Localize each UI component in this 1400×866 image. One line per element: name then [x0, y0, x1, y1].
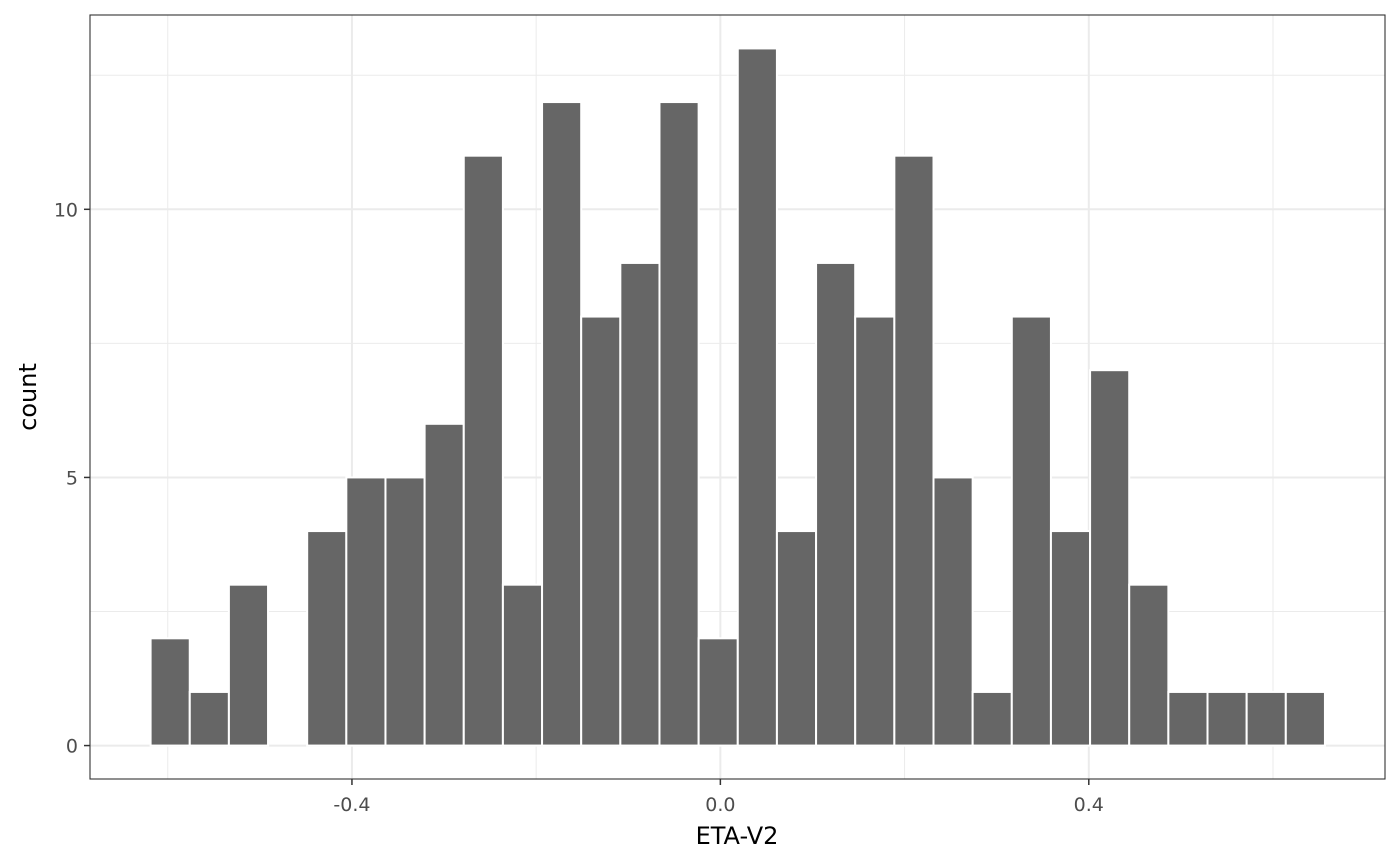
histogram-bar: [1167, 690, 1209, 747]
histogram-bar: [893, 154, 935, 747]
y-tick-label: 0: [66, 736, 78, 758]
histogram-bar: [306, 530, 348, 747]
histogram-bar: [1206, 690, 1248, 747]
panel-border: [89, 14, 1386, 780]
histogram-bar: [345, 476, 387, 747]
x-tick-label: -0.4: [333, 794, 370, 816]
x-axis-ticks: -0.4 0.0 0.4: [333, 779, 1104, 816]
histogram-bar: [423, 422, 465, 747]
y-axis-ticks: 0 5 10: [54, 199, 90, 758]
histogram-bar: [1128, 583, 1170, 747]
histogram-bar: [854, 315, 896, 747]
histogram-bar: [384, 476, 426, 747]
y-tick-label: 10: [54, 199, 78, 221]
x-tick-label: 0.4: [1074, 794, 1104, 816]
histogram-bar: [1089, 369, 1131, 747]
histogram-bar: [1049, 530, 1092, 747]
histogram-bar: [149, 637, 191, 747]
histogram-bar: [1245, 690, 1287, 747]
histogram-bar: [775, 530, 818, 747]
x-axis-title: ETA-V2: [696, 822, 779, 850]
histogram-bar: [697, 637, 739, 747]
histogram-bar: [815, 261, 857, 747]
histogram-bar: [541, 101, 583, 747]
x-tick-label: 0.0: [705, 794, 735, 816]
y-axis-title: count: [14, 363, 42, 431]
histogram-bar: [932, 476, 974, 747]
histogram-bar: [580, 315, 622, 747]
histogram-bar: [619, 261, 661, 747]
histogram-bars: [149, 47, 1326, 747]
histogram-bar: [658, 101, 700, 747]
histogram-bar: [971, 690, 1013, 747]
histogram-bar: [462, 154, 504, 747]
y-tick-label: 5: [66, 467, 78, 489]
histogram-bar: [501, 583, 544, 747]
histogram-bar: [736, 47, 778, 747]
histogram-bar: [1284, 690, 1326, 747]
histogram-bar: [188, 690, 230, 747]
histogram-bar: [227, 583, 270, 747]
histogram-bar: [1010, 315, 1052, 747]
